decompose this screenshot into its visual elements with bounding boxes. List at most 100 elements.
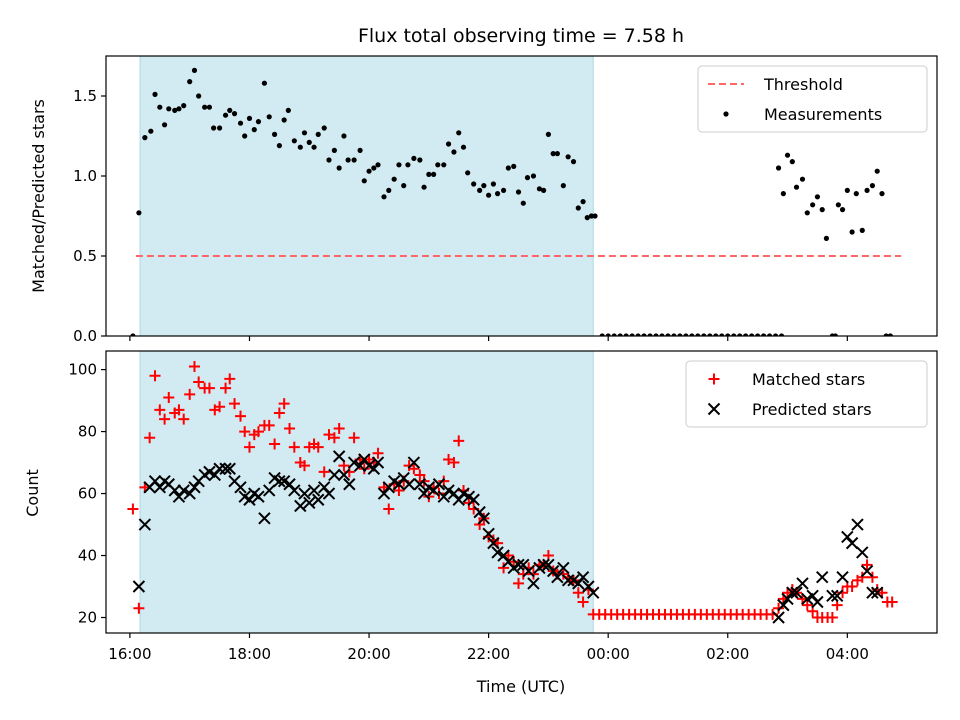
predicted-star-point [343,478,356,491]
measurement-point [345,157,351,163]
measurement-point [883,333,889,336]
measurement-point [823,235,829,241]
measurement-point [281,117,287,123]
measurement-point [671,333,677,336]
measurement-point [707,333,713,336]
matched-star-point [184,388,196,400]
predicted-star-point [283,478,296,491]
top-axes-frame [105,55,938,337]
measurement-point [554,151,560,157]
top-legend-box [697,65,928,133]
measurement-point [441,162,447,168]
measurement-point [371,165,377,171]
matched-star-point [348,432,360,444]
measurement-point [152,91,158,97]
measurement-point [435,162,441,168]
measurement-point [849,229,855,235]
measurement-point [396,162,402,168]
measurement-point [130,333,136,336]
measurement-point [541,187,547,193]
measurement-point [405,162,411,168]
matched-star-point [193,376,205,388]
measurement-point [810,202,816,208]
bottom-shaded-region [139,350,594,634]
measurement-point [315,131,321,137]
predicted-star-point [234,481,247,494]
measurement-point [530,173,537,179]
matched-star-point [861,559,873,571]
predicted-star-point [437,490,450,503]
predicted-star-point [497,549,510,562]
measurement-point [647,333,653,336]
predicted-star-point [407,456,421,469]
predicted-star-point [273,474,286,488]
measurement-point [588,213,595,219]
predicted-star-point [527,577,540,590]
measurement-point [357,147,363,153]
measurement-point [874,168,880,174]
measurement-point [266,114,272,120]
matched-star-point [318,466,330,478]
x-tick-label: 04:00 [826,645,869,663]
measurement-point [255,119,262,125]
measurement-point [695,333,701,336]
measurement-point [161,122,168,128]
predicted-star-point [473,505,486,519]
measurement-point [793,184,800,190]
measurement-point [599,333,605,336]
predicted-star-point [402,478,416,491]
predicted-star-point [188,481,201,494]
bottom-plot-area [127,360,898,624]
predicted-star-point [332,450,346,463]
measurement-point [172,107,178,113]
predicted-star-point [347,456,361,469]
matched-star-point [263,419,275,431]
measurement-point [291,138,297,144]
measurement-point [545,131,552,137]
measurement-point [490,181,497,187]
matched-star-point [154,404,166,416]
measurement-point [460,144,467,150]
measurement-point [176,106,182,112]
predicted-star-point [303,496,316,510]
measurement-point [311,144,317,150]
predicted-star-point [491,546,504,559]
measurement-point [749,333,755,336]
legend-measurement-swatch [723,111,729,117]
matched-star-point [269,438,281,450]
predicted-star-point [582,580,595,593]
measurement-point [550,151,556,157]
measurement-point [853,191,859,197]
measurement-point [584,215,590,221]
bottom-y-tick-label: 60 [78,485,97,503]
bottom-series-2 [132,450,884,624]
measurement-point [623,333,629,336]
legend-matched-swatch [708,373,720,385]
measurement-point [465,170,471,176]
predicted-star-point [263,484,276,497]
matched-star-point [414,469,426,481]
predicted-star-point [806,589,819,603]
bottom-y-axis-label: Count [23,469,42,517]
legend-label: Measurements [764,105,882,124]
measurement-point [611,333,617,336]
predicted-star-point [477,512,491,525]
matched-star-point [773,602,785,614]
matched-star-point [149,370,161,382]
measurement-point [869,183,876,189]
top-panel: 0.0 0.5 1.0 1.5 Threshold Measurements [73,55,938,345]
predicted-star-point [841,530,854,544]
matched-star-point [243,441,255,453]
predicted-star-point [452,493,465,506]
matched-star-point [453,435,465,447]
measurement-point [445,141,452,147]
measurement-point [401,183,407,189]
measurement-point [336,165,342,171]
measurement-point [719,333,725,336]
measurement-point [778,333,785,336]
measurement-point [887,333,893,336]
top-y-tick-label: 0.5 [73,247,97,265]
measurement-point [772,333,779,336]
predicted-star-point [790,586,803,599]
measurement-point [864,187,870,193]
